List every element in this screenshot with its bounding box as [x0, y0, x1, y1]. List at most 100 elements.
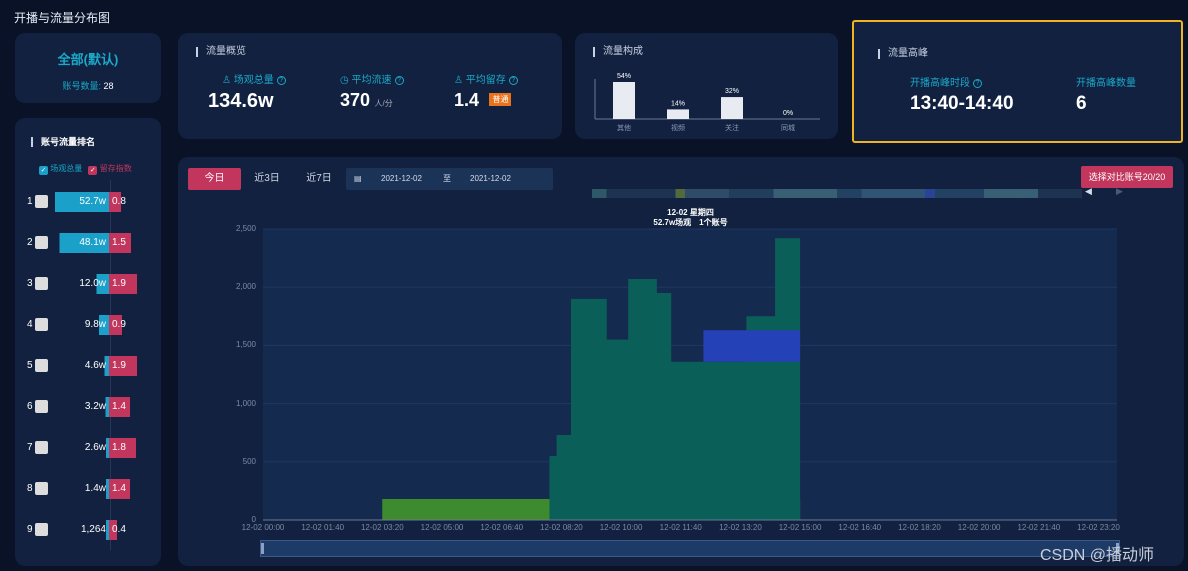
- composition-bar[interactable]: [613, 82, 635, 119]
- ranking-panel: 账号流量排名 ✓ 场观总量 ✓ 留存指数 1 52.7w 0.8 2 48.1w 1.5 3…: [15, 118, 161, 566]
- composition-bar[interactable]: [721, 97, 743, 119]
- avatar: [35, 359, 48, 372]
- ranking-row[interactable]: 3 12.0w 1.9: [25, 274, 145, 294]
- help-icon[interactable]: ?: [508, 76, 518, 85]
- peak-period: 开播高峰时段? 13:40-14:40: [910, 74, 1030, 115]
- time-range-slider[interactable]: [260, 540, 1120, 557]
- help-icon[interactable]: ?: [276, 76, 286, 85]
- composition-pct: 0%: [783, 110, 793, 117]
- avatar: [35, 441, 48, 454]
- ranking-row[interactable]: 8 1.4w 1.4: [25, 479, 145, 499]
- metric-retention-value: 1.4: [454, 90, 480, 110]
- peak-panel: 流量高峰 开播高峰时段? 13:40-14:40 开播高峰数量 6: [852, 20, 1183, 143]
- metric-views-value: 134.6w: [208, 90, 274, 112]
- peak-title: 流量高峰: [878, 49, 928, 59]
- rank-number: 5: [27, 360, 33, 371]
- account-count-label: 账号数量:: [62, 81, 101, 91]
- x-tick-label: 12-02 11:40: [659, 523, 702, 532]
- rank-number: 8: [27, 483, 33, 494]
- retention-bar: 0.8: [109, 192, 126, 212]
- account-title: 全部(默认): [57, 52, 119, 67]
- legend-next-icon[interactable]: ▶: [1116, 186, 1123, 196]
- x-tick-label: 12-02 08:20: [540, 523, 583, 532]
- ranking-legend: ✓ 场观总量 ✓ 留存指数: [39, 163, 132, 175]
- composition-bar[interactable]: [667, 109, 689, 119]
- slider-handle-right[interactable]: [1116, 543, 1119, 554]
- y-tick-label: 1,500: [235, 340, 256, 350]
- date-from[interactable]: 2021-12-02: [381, 174, 422, 183]
- x-tick-label: 12-02 20:00: [957, 523, 1001, 532]
- main-chart-panel: 今日 近3日 近7日 ▤ 2021-12-02 至 2021-12-02 选择对…: [178, 157, 1184, 566]
- ranking-row[interactable]: 5 4.6w 1.9: [25, 356, 145, 376]
- x-tick-label: 12-02 23:20: [1077, 523, 1120, 532]
- legend-views-checkbox[interactable]: ✓: [39, 166, 48, 175]
- account-count-value: 28: [103, 81, 114, 91]
- rank-number: 6: [27, 401, 33, 412]
- rank-number: 1: [27, 196, 33, 207]
- views-bar: 12.0w: [59, 274, 109, 294]
- help-icon[interactable]: ?: [973, 79, 982, 88]
- traffic-series-area[interactable]: [703, 330, 801, 362]
- avatar: [35, 482, 48, 495]
- avatar: [35, 277, 48, 290]
- peak-count-value: 6: [1076, 93, 1087, 114]
- tab-3days[interactable]: 近3日: [254, 173, 280, 184]
- x-tick-label: 12-02 00:00: [241, 523, 285, 532]
- tooltip-stats: 52.7w场观 1个账号: [653, 218, 728, 227]
- tab-7days[interactable]: 近7日: [306, 173, 332, 184]
- metric-speed-value: 370: [340, 90, 371, 110]
- composition-label: 同城: [781, 124, 795, 132]
- avatar: [35, 400, 48, 413]
- x-tick-label: 12-02 13:20: [719, 523, 762, 532]
- y-tick-label: 2,500: [235, 224, 256, 233]
- user-icon: ♙: [222, 75, 231, 86]
- compare-accounts-button[interactable]: 选择对比账号20/20: [1081, 166, 1173, 188]
- x-tick-label: 12-02 10:00: [599, 523, 643, 532]
- help-icon[interactable]: ?: [394, 76, 404, 85]
- ranking-row[interactable]: 9 1,264 0.4: [25, 520, 145, 540]
- ranking-row[interactable]: 1 52.7w 0.8: [25, 192, 145, 212]
- retention-bar: 1.9: [109, 274, 138, 294]
- rank-number: 7: [27, 442, 33, 453]
- y-tick-label: 500: [242, 456, 256, 466]
- retention-bar: 1.8: [109, 438, 136, 458]
- traffic-series-area[interactable]: [549, 233, 801, 520]
- ranking-row[interactable]: 6 3.2w 1.4: [25, 397, 145, 417]
- retention-bar: 1.9: [109, 356, 138, 376]
- composition-pct: 54%: [617, 73, 631, 80]
- date-to[interactable]: 2021-12-02: [470, 174, 511, 183]
- ranking-row[interactable]: 4 9.8w 0.9: [25, 315, 145, 335]
- avatar: [35, 523, 48, 536]
- views-bar: 2.6w: [59, 438, 109, 458]
- x-tick-label: 12-02 21:40: [1017, 523, 1061, 532]
- account-card[interactable]: 全部(默认) 账号数量: 28: [15, 33, 161, 103]
- views-bar: 1,264: [59, 520, 109, 540]
- date-range-picker[interactable]: ▤ 2021-12-02 至 2021-12-02: [346, 168, 553, 190]
- y-tick-label: 1,000: [235, 398, 256, 408]
- views-bar: 52.7w: [55, 192, 109, 212]
- retention-bar: 0.9: [109, 315, 126, 335]
- date-separator: 至: [443, 174, 451, 183]
- overview-title: 流量概览: [196, 47, 246, 57]
- watermark: CSDN @播动师: [1040, 547, 1155, 564]
- legend-retention-checkbox[interactable]: ✓: [88, 166, 98, 175]
- views-bar: 48.1w: [59, 233, 109, 253]
- user-icon: ♙: [454, 75, 463, 86]
- x-tick-label: 12-02 06:40: [480, 523, 524, 532]
- views-bar: 1.4w: [59, 479, 109, 499]
- account-count: 账号数量: 28: [15, 79, 161, 92]
- ranking-row[interactable]: 7 2.6w 1.8: [25, 438, 145, 458]
- y-tick-label: 2,000: [235, 282, 256, 292]
- composition-title: 流量构成: [593, 47, 643, 57]
- slider-handle-left[interactable]: [261, 543, 264, 554]
- avatar: [35, 195, 48, 208]
- avatar: [35, 318, 48, 331]
- traffic-area-chart: [263, 228, 1117, 521]
- tab-today[interactable]: 今日: [188, 168, 241, 190]
- legend-prev-icon[interactable]: ◀: [1085, 186, 1092, 196]
- x-tick-label: 12-02 18:20: [898, 523, 941, 532]
- ranking-row[interactable]: 2 48.1w 1.5: [25, 233, 145, 253]
- y-tick-label: 0: [251, 515, 256, 524]
- composition-panel: 流量构成 54% 其他 14% 视频 32% 关注 0% 同城: [575, 33, 838, 139]
- series-legend-strip[interactable]: [592, 189, 1082, 198]
